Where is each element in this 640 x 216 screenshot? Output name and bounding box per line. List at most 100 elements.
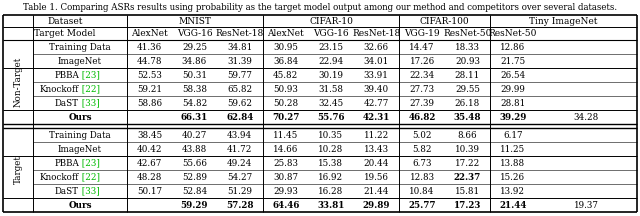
Text: 29.93: 29.93: [273, 186, 298, 195]
Text: AlexNet: AlexNet: [268, 29, 304, 38]
Text: AlexNet: AlexNet: [131, 29, 168, 38]
Text: 16.92: 16.92: [318, 173, 343, 181]
Text: 30.87: 30.87: [273, 173, 298, 181]
Text: ImageNet: ImageNet: [58, 57, 102, 65]
Text: [22]: [22]: [79, 84, 100, 94]
Text: 6.73: 6.73: [412, 159, 432, 167]
Text: 26.54: 26.54: [500, 70, 525, 79]
Text: 25.83: 25.83: [273, 159, 298, 167]
Text: CIFAR-10: CIFAR-10: [309, 16, 353, 25]
Text: 42.77: 42.77: [364, 98, 388, 108]
Text: ResNet-50: ResNet-50: [444, 29, 492, 38]
Text: 59.77: 59.77: [227, 70, 252, 79]
Text: 46.82: 46.82: [408, 113, 436, 121]
Text: Knockoff: Knockoff: [40, 84, 79, 94]
Text: 18.33: 18.33: [455, 43, 480, 51]
Text: 19.56: 19.56: [364, 173, 388, 181]
Text: Non-Target: Non-Target: [13, 57, 22, 107]
Text: 50.17: 50.17: [137, 186, 162, 195]
Text: 27.39: 27.39: [410, 98, 435, 108]
Text: 59.21: 59.21: [137, 84, 162, 94]
Text: VGG-16: VGG-16: [177, 29, 212, 38]
Text: 5.82: 5.82: [412, 145, 432, 154]
Text: 17.23: 17.23: [454, 200, 481, 210]
Text: 22.34: 22.34: [410, 70, 435, 79]
Text: [23]: [23]: [79, 159, 100, 167]
Text: Target: Target: [13, 156, 22, 184]
Text: 11.25: 11.25: [500, 145, 525, 154]
Text: Knockoff: Knockoff: [40, 173, 79, 181]
Text: 13.88: 13.88: [500, 159, 525, 167]
Text: PBBA: PBBA: [54, 70, 79, 79]
Text: Dataset: Dataset: [47, 16, 83, 25]
Text: 32.45: 32.45: [318, 98, 343, 108]
Text: 17.22: 17.22: [455, 159, 480, 167]
Text: 29.55: 29.55: [455, 84, 480, 94]
Text: 59.62: 59.62: [227, 98, 252, 108]
Text: 28.81: 28.81: [500, 98, 525, 108]
Text: 6.17: 6.17: [503, 130, 522, 140]
Text: PBBA: PBBA: [54, 159, 79, 167]
Text: 15.81: 15.81: [455, 186, 480, 195]
Text: 12.83: 12.83: [410, 173, 435, 181]
Text: 52.89: 52.89: [182, 173, 207, 181]
Text: 30.95: 30.95: [273, 43, 298, 51]
Text: 70.27: 70.27: [272, 113, 300, 121]
Text: 39.29: 39.29: [499, 113, 527, 121]
Text: 50.31: 50.31: [182, 70, 207, 79]
Text: 19.37: 19.37: [574, 200, 599, 210]
Text: 40.27: 40.27: [182, 130, 207, 140]
Text: 33.91: 33.91: [364, 70, 388, 79]
Text: 15.38: 15.38: [318, 159, 343, 167]
Text: 36.84: 36.84: [273, 57, 298, 65]
Text: 21.44: 21.44: [499, 200, 527, 210]
Text: 28.11: 28.11: [455, 70, 480, 79]
Text: 41.72: 41.72: [227, 145, 253, 154]
Text: 29.99: 29.99: [500, 84, 525, 94]
Text: VGG-16: VGG-16: [313, 29, 349, 38]
Text: 31.39: 31.39: [227, 57, 252, 65]
Text: 22.37: 22.37: [454, 173, 481, 181]
Text: 41.36: 41.36: [137, 43, 162, 51]
Text: 51.29: 51.29: [227, 186, 252, 195]
Text: Training Data: Training Data: [49, 43, 111, 51]
Text: 26.18: 26.18: [455, 98, 480, 108]
Text: Ours: Ours: [68, 200, 92, 210]
Text: 39.40: 39.40: [364, 84, 388, 94]
Text: 52.53: 52.53: [137, 70, 162, 79]
Text: 42.31: 42.31: [362, 113, 390, 121]
Text: 20.93: 20.93: [455, 57, 480, 65]
Text: 21.44: 21.44: [364, 186, 389, 195]
Text: 50.93: 50.93: [273, 84, 298, 94]
Text: 48.28: 48.28: [137, 173, 162, 181]
Text: 8.66: 8.66: [458, 130, 477, 140]
Text: 42.67: 42.67: [137, 159, 162, 167]
Text: 25.77: 25.77: [408, 200, 436, 210]
Text: 58.86: 58.86: [137, 98, 162, 108]
Text: Table 1. Comparing ASRs results using probability as the target model output amo: Table 1. Comparing ASRs results using pr…: [23, 3, 617, 12]
Text: 43.88: 43.88: [182, 145, 207, 154]
Text: 5.02: 5.02: [412, 130, 432, 140]
Text: Ours: Ours: [68, 113, 92, 121]
Text: 57.28: 57.28: [226, 200, 253, 210]
Text: 34.28: 34.28: [573, 113, 599, 121]
Text: [23]: [23]: [79, 70, 100, 79]
Text: ImageNet: ImageNet: [58, 145, 102, 154]
Text: 17.26: 17.26: [410, 57, 435, 65]
Text: 49.24: 49.24: [227, 159, 253, 167]
Text: 34.86: 34.86: [182, 57, 207, 65]
Text: 30.19: 30.19: [318, 70, 343, 79]
Text: 15.26: 15.26: [500, 173, 525, 181]
Text: 11.45: 11.45: [273, 130, 298, 140]
Text: 38.45: 38.45: [137, 130, 162, 140]
Text: 52.84: 52.84: [182, 186, 207, 195]
Text: 16.28: 16.28: [318, 186, 344, 195]
Text: 54.82: 54.82: [182, 98, 207, 108]
Text: 10.28: 10.28: [318, 145, 344, 154]
Text: 29.89: 29.89: [362, 200, 390, 210]
Text: 64.46: 64.46: [272, 200, 300, 210]
Text: 62.84: 62.84: [226, 113, 253, 121]
Text: 33.81: 33.81: [317, 200, 344, 210]
Text: 59.29: 59.29: [180, 200, 208, 210]
Text: 58.38: 58.38: [182, 84, 207, 94]
